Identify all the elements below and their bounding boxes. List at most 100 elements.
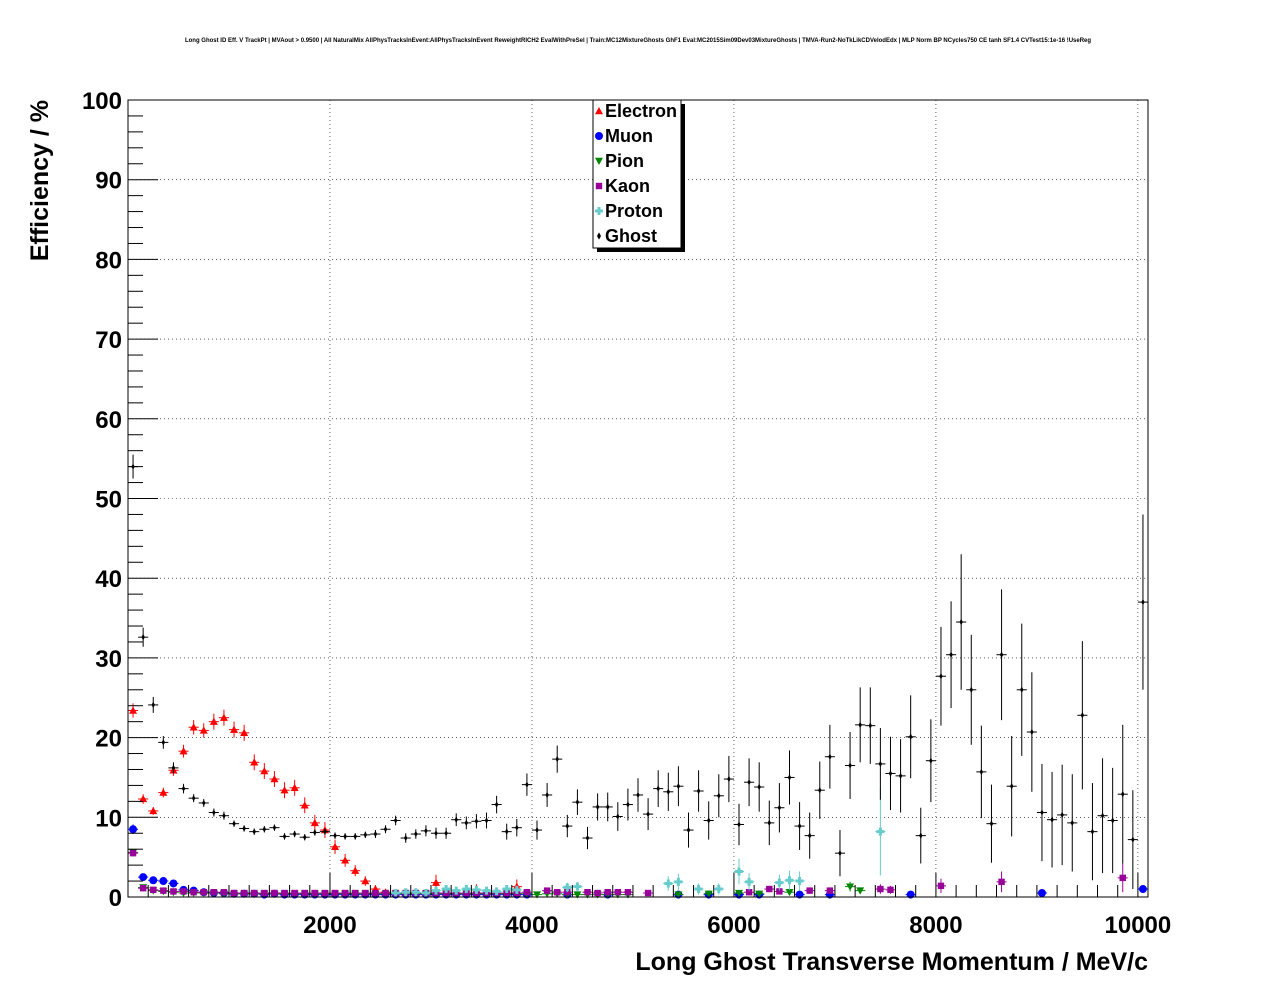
electron-point (351, 866, 360, 874)
ghost-point (424, 827, 428, 834)
kaon-point (230, 889, 238, 897)
ghost-point (171, 764, 176, 772)
kaon-point (180, 888, 187, 895)
y-tick-label: 40 (95, 566, 122, 593)
ghost-point (1070, 819, 1075, 827)
pion-point (755, 890, 764, 898)
electron-point (432, 878, 441, 886)
y-tick-label: 80 (95, 247, 122, 274)
ghost-point (999, 651, 1004, 658)
kaon-point (150, 886, 157, 894)
kaon-point (877, 885, 884, 893)
ghost-point (282, 833, 287, 840)
proton-point (876, 827, 885, 836)
ghost-point (494, 801, 499, 808)
electron-point (300, 801, 309, 809)
electron-point (199, 726, 208, 734)
kaon-point (301, 889, 308, 897)
kaon-point (331, 889, 339, 897)
electron-point (240, 728, 249, 737)
ghost-point (616, 813, 620, 820)
electron-point (595, 107, 603, 115)
ghost-point (868, 722, 873, 729)
proton-point (795, 877, 804, 886)
ghost-point (605, 803, 610, 811)
ghost-point (242, 825, 246, 832)
kaon-point (362, 889, 369, 897)
kaon-point (220, 889, 228, 896)
proton-point (734, 867, 743, 876)
ghost-point (1060, 811, 1064, 819)
ghost-point (555, 755, 559, 763)
x-axis-label: Long Ghost Transverse Momentum / MeV/c (635, 948, 1148, 976)
kaon-point (190, 889, 197, 896)
ghost-point (807, 832, 812, 839)
electron-point (159, 788, 168, 796)
kaon-point (543, 887, 551, 894)
y-tick-label: 60 (95, 407, 122, 434)
ghost-point (597, 232, 601, 240)
ghost-point (414, 830, 418, 838)
kaon-point (251, 889, 258, 897)
proton-point (573, 882, 582, 891)
x-tick-label: 4000 (505, 912, 558, 939)
electron-point (331, 842, 340, 850)
ghost-point (747, 779, 751, 786)
ghost-point (1050, 816, 1054, 823)
ghost-point (373, 830, 378, 838)
kaon-point (584, 889, 591, 896)
ghost-point (787, 774, 792, 781)
ghost-point (757, 783, 761, 791)
ghost-point (191, 795, 196, 802)
grid-lines (128, 100, 1148, 897)
kaon-point (826, 887, 834, 894)
ghost-point (838, 850, 842, 857)
kaon-point (806, 887, 813, 894)
muon-point (159, 877, 168, 886)
ghost-point (1040, 809, 1044, 816)
proton-point (411, 888, 420, 897)
kaon-point (372, 889, 379, 897)
proton-point (694, 885, 703, 894)
chart-title: Long Ghost ID Eff. V TrackPt | MVAout > … (185, 38, 1091, 44)
kaon-point (595, 182, 603, 190)
y-axis-label: Efficiency / % (26, 100, 54, 261)
x-tick-label: 2000 (303, 912, 356, 939)
kaon-point (291, 889, 298, 897)
kaon-point (129, 849, 137, 857)
ghost-point (777, 804, 782, 811)
legend-label: Proton (605, 201, 663, 221)
pion-point (856, 887, 865, 895)
ghost-point (292, 830, 297, 838)
ghost-point (888, 770, 893, 777)
ghost-point (878, 760, 883, 768)
ghost-point (929, 757, 933, 764)
pion-point (533, 891, 542, 899)
y-tick-label: 100 (82, 88, 122, 115)
ghost-point (1009, 783, 1014, 790)
ghost-point (201, 799, 206, 807)
ghost-point (504, 828, 509, 835)
ghost-point (565, 822, 570, 830)
ghost-point (666, 788, 671, 795)
electron-point (129, 706, 138, 714)
ghost-point (585, 834, 590, 842)
series-ghost (128, 454, 1148, 890)
ghost-point (383, 826, 388, 833)
legend-entry-kaon: Kaon (595, 176, 650, 196)
kaon-point (281, 889, 288, 897)
ghost-point (737, 821, 741, 828)
proton-point (745, 877, 754, 886)
ghost-point (393, 817, 398, 824)
electron-point (250, 758, 259, 766)
ghost-point (212, 809, 216, 816)
kaon-point (311, 889, 319, 897)
ghost-point (989, 820, 994, 827)
muon-point (169, 879, 178, 888)
ghost-point (706, 817, 711, 824)
y-tick-label: 70 (95, 327, 122, 354)
proton-point (595, 207, 603, 215)
electron-point (310, 818, 319, 827)
ghost-point (676, 783, 681, 790)
ghost-point (222, 812, 226, 819)
